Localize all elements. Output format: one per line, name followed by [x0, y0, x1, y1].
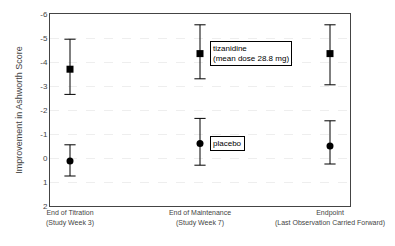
svg-text:Improvement in Ashworth Score: Improvement in Ashworth Score: [14, 46, 24, 174]
svg-text:-5: -5: [40, 34, 48, 43]
svg-text:-6: -6: [40, 10, 48, 19]
svg-text:-2: -2: [40, 106, 48, 115]
svg-text:End of Maintenance(Study Week: End of Maintenance(Study Week 7): [169, 209, 231, 226]
svg-text:tizanidine(mean dose 28.8 mg): tizanidine(mean dose 28.8 mg): [213, 44, 289, 63]
svg-text:placebo: placebo: [213, 139, 242, 148]
svg-text:Endpoint(Last Observation Carr: Endpoint(Last Observation Carried Forwar…: [275, 209, 385, 226]
svg-text:1: 1: [43, 178, 48, 187]
svg-text:0: 0: [43, 154, 48, 163]
svg-text:2: 2: [43, 202, 48, 211]
svg-text:-4: -4: [40, 58, 48, 67]
svg-text:-3: -3: [40, 82, 48, 91]
svg-text:End of Titration(Study Week 3): End of Titration(Study Week 3): [46, 209, 94, 226]
svg-text:-1: -1: [40, 130, 48, 139]
